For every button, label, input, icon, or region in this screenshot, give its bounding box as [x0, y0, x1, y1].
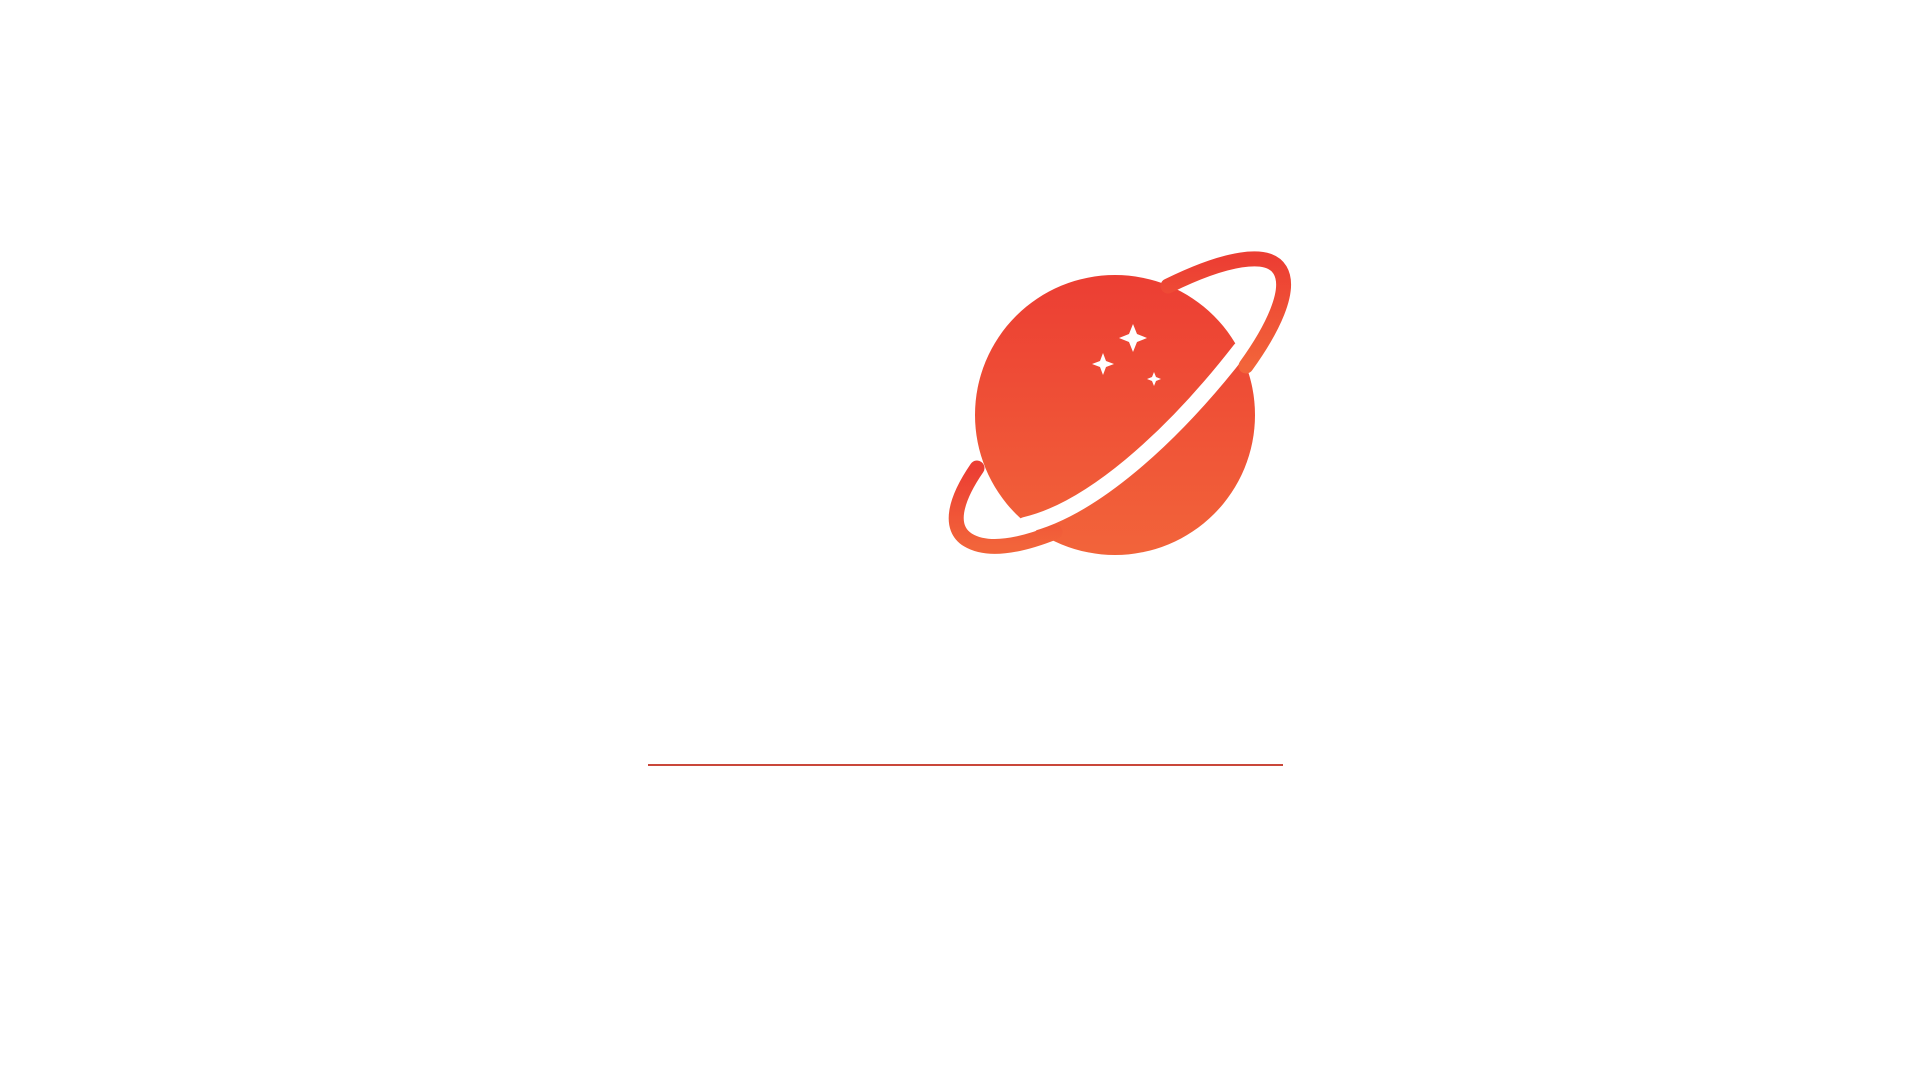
sparkle-icon [1092, 324, 1161, 386]
planet-icon [948, 251, 1292, 555]
